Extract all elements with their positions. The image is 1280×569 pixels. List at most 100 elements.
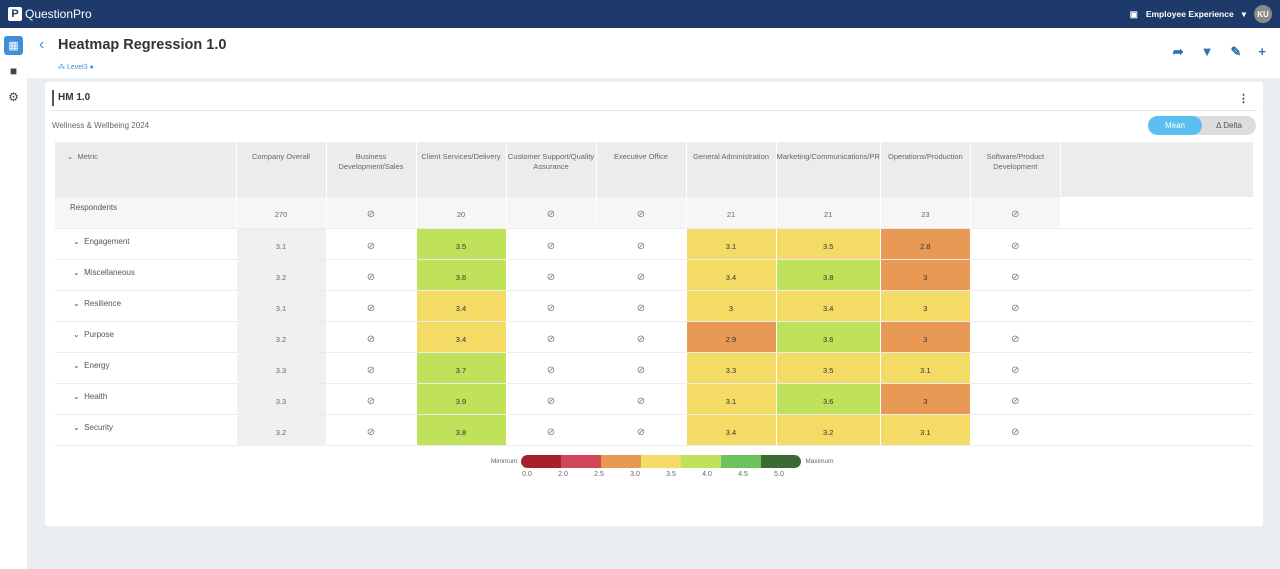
- heat-cell[interactable]: 3: [880, 259, 971, 291]
- dashboard-icon[interactable]: ▦: [4, 35, 23, 55]
- row-filler: [1060, 352, 1254, 384]
- workspace-selector[interactable]: Employee Experience: [1145, 9, 1234, 19]
- heat-cell[interactable]: 2.8: [880, 228, 971, 260]
- heat-cell[interactable]: 3.1: [686, 383, 777, 415]
- heatmap-card: HM 1.0 ⋮ Wellness & Wellbeing 2024 Mean …: [45, 82, 1263, 526]
- heat-cell[interactable]: 3: [880, 290, 971, 322]
- column-header[interactable]: Customer Support/Quality Assurance: [506, 142, 597, 197]
- hidden-cell: ⊘: [326, 383, 417, 415]
- row-label[interactable]: ⌄ Miscellaneous: [55, 259, 237, 291]
- overall-cell: 3.2: [236, 259, 327, 291]
- heat-cell[interactable]: 3.4: [776, 290, 881, 322]
- row-label[interactable]: ⌄ Purpose: [55, 321, 237, 353]
- mean-delta-toggle[interactable]: Mean Δ Delta: [1148, 116, 1256, 135]
- legend-tick: 5.0: [774, 471, 784, 478]
- row-label[interactable]: ⌄ Engagement: [55, 228, 237, 260]
- heat-cell[interactable]: 3.6: [416, 259, 507, 291]
- heat-cell[interactable]: 3.4: [416, 290, 507, 322]
- heat-cell[interactable]: 3: [880, 321, 971, 353]
- heat-cell[interactable]: 3.4: [686, 259, 777, 291]
- heat-cell[interactable]: 3.2: [776, 414, 881, 446]
- edit-icon[interactable]: ✎: [1230, 44, 1242, 59]
- column-header[interactable]: Company Overall: [236, 142, 327, 197]
- back-icon[interactable]: ‹: [39, 36, 45, 53]
- heat-cell[interactable]: 3.6: [776, 321, 881, 353]
- row-filler: [1060, 197, 1254, 229]
- heat-cell[interactable]: 3.8: [776, 259, 881, 291]
- chevron-down-icon[interactable]: ⌄: [73, 391, 80, 401]
- chevron-down-icon[interactable]: ⌄: [73, 236, 80, 246]
- workspace-icon: ▣: [1129, 8, 1138, 19]
- row-label[interactable]: ⌄ Health: [55, 383, 237, 415]
- add-icon[interactable]: +: [1258, 44, 1266, 59]
- heat-cell[interactable]: 3.8: [416, 414, 507, 446]
- chevron-down-icon[interactable]: ▾: [1241, 8, 1246, 19]
- heat-cell[interactable]: 3.5: [776, 352, 881, 384]
- column-header[interactable]: Software/Product Development: [970, 142, 1061, 197]
- legend-bar: [521, 455, 802, 468]
- column-header[interactable]: General Administration: [686, 142, 777, 197]
- heat-cell[interactable]: 3.1: [686, 228, 777, 260]
- row-label[interactable]: ⌄ Security: [55, 414, 237, 446]
- metric-header[interactable]: ⌄ Metric: [55, 142, 237, 197]
- logo[interactable]: P QuestionPro: [8, 7, 92, 21]
- heat-cell[interactable]: 3: [880, 383, 971, 415]
- hidden-cell: ⊘: [506, 383, 597, 415]
- folder-icon[interactable]: ■: [9, 64, 18, 78]
- heat-cell[interactable]: 3.1: [880, 414, 971, 446]
- mean-option[interactable]: Mean: [1148, 116, 1202, 135]
- heat-cell[interactable]: 2.9: [686, 321, 777, 353]
- row-label[interactable]: ⌄ Resilience: [55, 290, 237, 322]
- help-icon[interactable]: ●: [89, 64, 94, 71]
- gear-icon[interactable]: ⚙: [8, 90, 19, 104]
- hidden-cell: ⊘: [970, 259, 1061, 291]
- more-options-icon[interactable]: ⋮: [1238, 93, 1249, 105]
- heat-cell[interactable]: 3.9: [416, 383, 507, 415]
- survey-name: Wellness & Wellbeing 2024: [52, 121, 150, 130]
- level-link[interactable]: ⁂ Level3 ●: [58, 64, 94, 71]
- column-header[interactable]: Business Development/Sales: [326, 142, 417, 197]
- heat-cell[interactable]: 3.7: [416, 352, 507, 384]
- heat-cell[interactable]: 3.3: [686, 352, 777, 384]
- hidden-eye-icon: ⊘: [636, 302, 646, 314]
- hidden-cell: ⊘: [596, 228, 687, 260]
- delta-option[interactable]: Δ Delta: [1216, 121, 1242, 130]
- hidden-eye-icon: ⊘: [366, 364, 376, 376]
- hidden-cell: ⊘: [326, 414, 417, 446]
- hidden-eye-icon: ⊘: [636, 209, 646, 221]
- legend-swatch: [641, 455, 682, 468]
- row-label[interactable]: ⌄ Energy: [55, 352, 237, 384]
- legend-tick: 2.0: [558, 471, 568, 478]
- legend-swatch: [521, 455, 562, 468]
- column-header[interactable]: Marketing/Communications/PR: [776, 142, 881, 197]
- hidden-eye-icon: ⊘: [636, 426, 646, 438]
- chevron-down-icon[interactable]: ⌄: [73, 422, 80, 432]
- chevron-down-icon[interactable]: ⌄: [73, 298, 80, 308]
- chevron-down-icon[interactable]: ⌄: [73, 267, 80, 277]
- column-header[interactable]: Executive Office: [596, 142, 687, 197]
- filter-icon[interactable]: ▼: [1200, 44, 1214, 59]
- row-label-text: Engagement: [84, 236, 130, 246]
- heat-cell[interactable]: 3: [686, 290, 777, 322]
- chevron-down-icon[interactable]: ⌄: [67, 152, 74, 161]
- heat-cell[interactable]: 3.5: [776, 228, 881, 260]
- column-header[interactable]: Operations/Production: [880, 142, 971, 197]
- avatar[interactable]: KU: [1254, 5, 1272, 23]
- overall-cell: 3.3: [236, 383, 327, 415]
- heat-cell[interactable]: 3.6: [776, 383, 881, 415]
- chevron-down-icon[interactable]: ⌄: [73, 360, 80, 370]
- heat-cell[interactable]: 3.4: [686, 414, 777, 446]
- heat-cell[interactable]: 3.4: [416, 321, 507, 353]
- column-header[interactable]: Client Services/Delivery: [416, 142, 507, 197]
- chevron-down-icon[interactable]: ⌄: [73, 329, 80, 339]
- hidden-cell: ⊘: [596, 414, 687, 446]
- share-icon[interactable]: ➦: [1172, 44, 1184, 59]
- hidden-eye-icon: ⊘: [546, 395, 556, 407]
- hidden-eye-icon: ⊘: [636, 240, 646, 252]
- hidden-eye-icon: ⊘: [366, 333, 376, 345]
- hidden-cell: ⊘: [326, 290, 417, 322]
- row-label-text: Miscellaneous: [84, 267, 135, 277]
- brand-name: QuestionPro: [25, 7, 92, 21]
- heat-cell[interactable]: 3.1: [880, 352, 971, 384]
- heat-cell[interactable]: 3.5: [416, 228, 507, 260]
